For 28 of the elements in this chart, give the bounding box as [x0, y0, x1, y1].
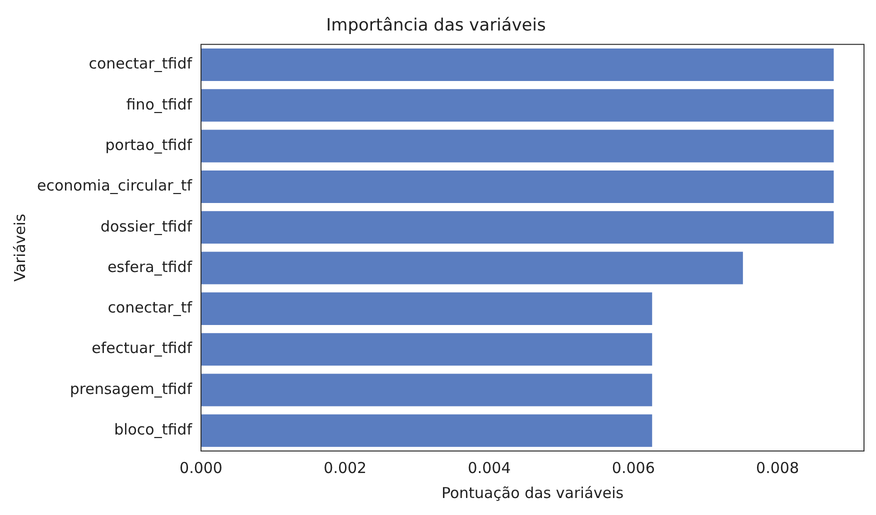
y-tick-label: conectar_tfidf	[88, 54, 193, 73]
bar	[201, 170, 834, 203]
x-tick-label: 0.002	[324, 458, 367, 477]
bar	[201, 374, 652, 406]
y-tick-label: esfera_tfidf	[107, 258, 193, 276]
chart-title: Importância das variáveis	[326, 16, 546, 36]
x-tick-label: 0.004	[468, 458, 511, 477]
bar	[201, 414, 652, 447]
bar	[201, 292, 652, 325]
x-tick-label: 0.006	[612, 458, 655, 477]
x-tick-label: 0.000	[180, 458, 222, 477]
y-tick-label: fino_tfidf	[126, 95, 193, 114]
x-axis-title: Pontuação das variáveis	[441, 484, 624, 502]
y-axis-title: Variáveis	[10, 214, 29, 282]
y-tick-label: dossier_tfidf	[100, 217, 193, 236]
y-tick-label: prensagem_tfidf	[70, 380, 193, 398]
bar	[201, 130, 834, 162]
y-tick-label: economia_circular_tf	[36, 176, 193, 195]
bar	[201, 48, 834, 81]
bar	[201, 252, 743, 284]
bar	[201, 89, 834, 122]
bar	[201, 333, 652, 366]
bar	[201, 211, 834, 244]
y-tick-label: conectar_tf	[108, 298, 193, 317]
y-tick-label: efectuar_tfidf	[92, 339, 193, 358]
y-tick-label: bloco_tfidf	[114, 420, 193, 439]
y-tick-label: portao_tfidf	[105, 136, 193, 154]
x-tick-label: 0.008	[756, 458, 799, 477]
